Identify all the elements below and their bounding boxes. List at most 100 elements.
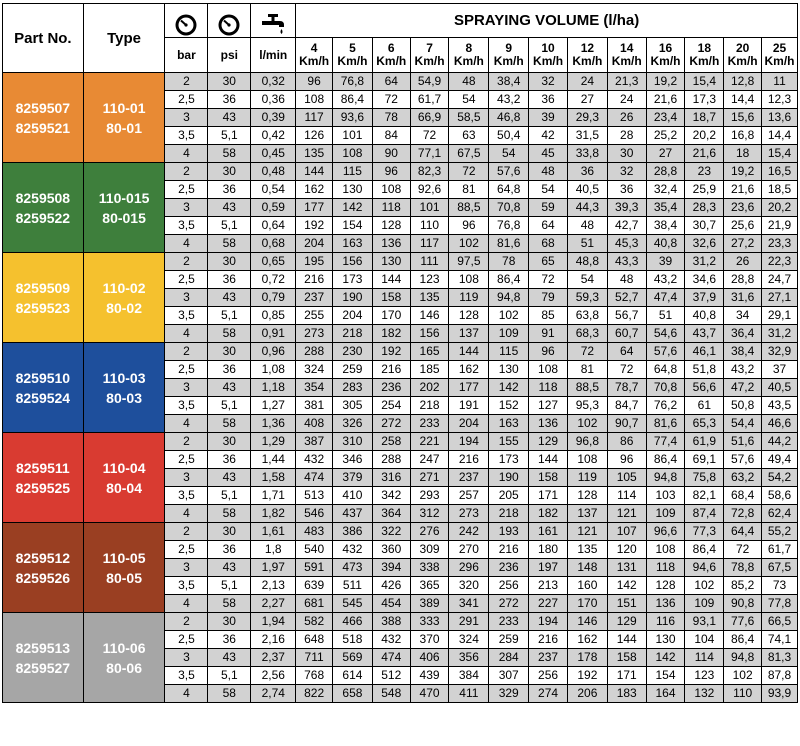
- bar-value: 2,5: [164, 360, 209, 379]
- volume-value: 29,1: [761, 306, 798, 325]
- volume-value: 21,6: [645, 90, 686, 109]
- volume-value: 216: [295, 270, 333, 289]
- volume-value: 38,4: [645, 216, 686, 235]
- volume-value: 146: [409, 306, 450, 325]
- volume-value: 28: [606, 126, 647, 145]
- part-number: 8259508: [15, 189, 71, 206]
- volume-value: 316: [371, 468, 411, 487]
- volume-value: 540: [295, 540, 333, 559]
- volume-value: 61,7: [761, 540, 798, 559]
- volume-value: 24: [566, 72, 608, 91]
- table-row: 4 58 0,45 135 108 90 77,1 67,5 54 45 33,8 30 27 21,6 1…: [3, 144, 798, 163]
- flow-value: 1,82: [250, 504, 297, 523]
- nozzle-type: 110-06: [102, 639, 146, 656]
- table-row: 3,5 5,1 0,64 192 154 128 110 96 76,8 64 48 42,7 38,4…: [3, 216, 798, 235]
- volume-value: 171: [606, 666, 647, 685]
- volume-value: 32,4: [645, 180, 686, 199]
- volume-value: 32,6: [684, 234, 725, 253]
- volume-value: 48: [566, 216, 608, 235]
- table-row: 3,5 5,1 1,71 513 410 342 293 257 205 171 128 114 103…: [3, 486, 798, 505]
- volume-value: 78: [488, 252, 530, 271]
- volume-value: 44,2: [761, 432, 798, 451]
- volume-value: 13,6: [761, 108, 798, 127]
- volume-value: 48,8: [566, 252, 608, 271]
- bar-value: 2: [164, 612, 209, 631]
- speed-header: 14 Km/h: [606, 37, 647, 73]
- volume-value: 154: [332, 216, 373, 235]
- table-row: 8259513 8259527 110-06 80-06 2 30 1,94 582 466 38…: [2, 612, 798, 703]
- volume-value: 48: [528, 162, 568, 181]
- volume-value: 64,8: [488, 180, 530, 199]
- volume-value: 131: [606, 558, 647, 577]
- volume-value: 70,8: [645, 378, 686, 397]
- volume-value: 94,8: [645, 468, 686, 487]
- nozzle-type-cell: 110-01 80-01: [82, 72, 166, 163]
- psi-value: 43: [207, 288, 252, 307]
- psi-value: 58: [207, 594, 252, 613]
- volume-value: 52,7: [606, 288, 647, 307]
- volume-value: 822: [295, 684, 333, 703]
- volume-value: 108: [528, 360, 568, 379]
- volume-value: 77,8: [761, 594, 798, 613]
- volume-value: 218: [409, 396, 450, 415]
- volume-value: 97,5: [448, 252, 490, 271]
- flow-value: 0,42: [250, 126, 297, 145]
- volume-value: 94,6: [684, 558, 725, 577]
- volume-value: 162: [566, 630, 608, 649]
- volume-value: 43,2: [488, 90, 530, 109]
- nozzle-type-cell: 110-02 80-02: [82, 252, 166, 343]
- volume-value: 40,8: [645, 234, 686, 253]
- volume-value: 107: [606, 522, 647, 541]
- volume-value: 204: [295, 234, 333, 253]
- volume-value: 216: [488, 540, 530, 559]
- volume-value: 136: [528, 414, 568, 433]
- volume-value: 130: [645, 630, 686, 649]
- volume-value: 142: [488, 378, 530, 397]
- psi-value: 58: [207, 684, 252, 703]
- volume-value: 110: [723, 684, 763, 703]
- volume-value: 237: [528, 648, 568, 667]
- volume-value: 338: [409, 558, 450, 577]
- volume-value: 26: [723, 252, 763, 271]
- volume-value: 129: [606, 612, 647, 631]
- volume-value: 288: [295, 342, 333, 361]
- volume-value: 54,2: [761, 468, 798, 487]
- volume-value: 216: [371, 360, 411, 379]
- volume-value: 197: [528, 558, 568, 577]
- flow-value: 0,91: [250, 324, 297, 343]
- table-row: 4 58 1,82 546 437 364 312 273 218 182 137 121 109 87,…: [3, 504, 798, 523]
- volume-value: 213: [528, 576, 568, 595]
- volume-value: 62,4: [761, 504, 798, 523]
- volume-value: 454: [371, 594, 411, 613]
- bar-value: 2: [164, 342, 209, 361]
- flow-value: 0,54: [250, 180, 297, 199]
- bar-value: 2: [164, 432, 209, 451]
- volume-value: 101: [409, 198, 450, 217]
- volume-value: 322: [371, 522, 411, 541]
- volume-value: 96: [295, 72, 333, 91]
- volume-value: 68,4: [723, 486, 763, 505]
- part-number: 8259525: [15, 479, 71, 496]
- volume-value: 144: [528, 450, 568, 469]
- volume-value: 146: [566, 612, 608, 631]
- volume-value: 12,3: [761, 90, 798, 109]
- volume-value: 135: [295, 144, 333, 163]
- volume-value: 291: [448, 612, 490, 631]
- volume-value: 96: [606, 450, 647, 469]
- table-row: 3,5 5,1 2,13 639 511 426 365 320 256 213 160 142 128…: [3, 576, 798, 595]
- volume-value: 43,2: [645, 270, 686, 289]
- speed-unit: Km/h: [611, 54, 642, 68]
- volume-value: 324: [295, 360, 333, 379]
- volume-value: 118: [645, 558, 686, 577]
- speed-unit: Km/h: [414, 54, 445, 68]
- volume-value: 45,3: [606, 234, 647, 253]
- volume-value: 31,5: [566, 126, 608, 145]
- volume-value: 32: [528, 72, 568, 91]
- volume-value: 110: [409, 216, 450, 235]
- volume-value: 123: [409, 270, 450, 289]
- bar-value: 3,5: [164, 396, 209, 415]
- volume-value: 86: [606, 432, 647, 451]
- part-number-cell: 8259510 8259524: [2, 342, 84, 433]
- volume-value: 47,4: [645, 288, 686, 307]
- psi-value: 5,1: [207, 216, 252, 235]
